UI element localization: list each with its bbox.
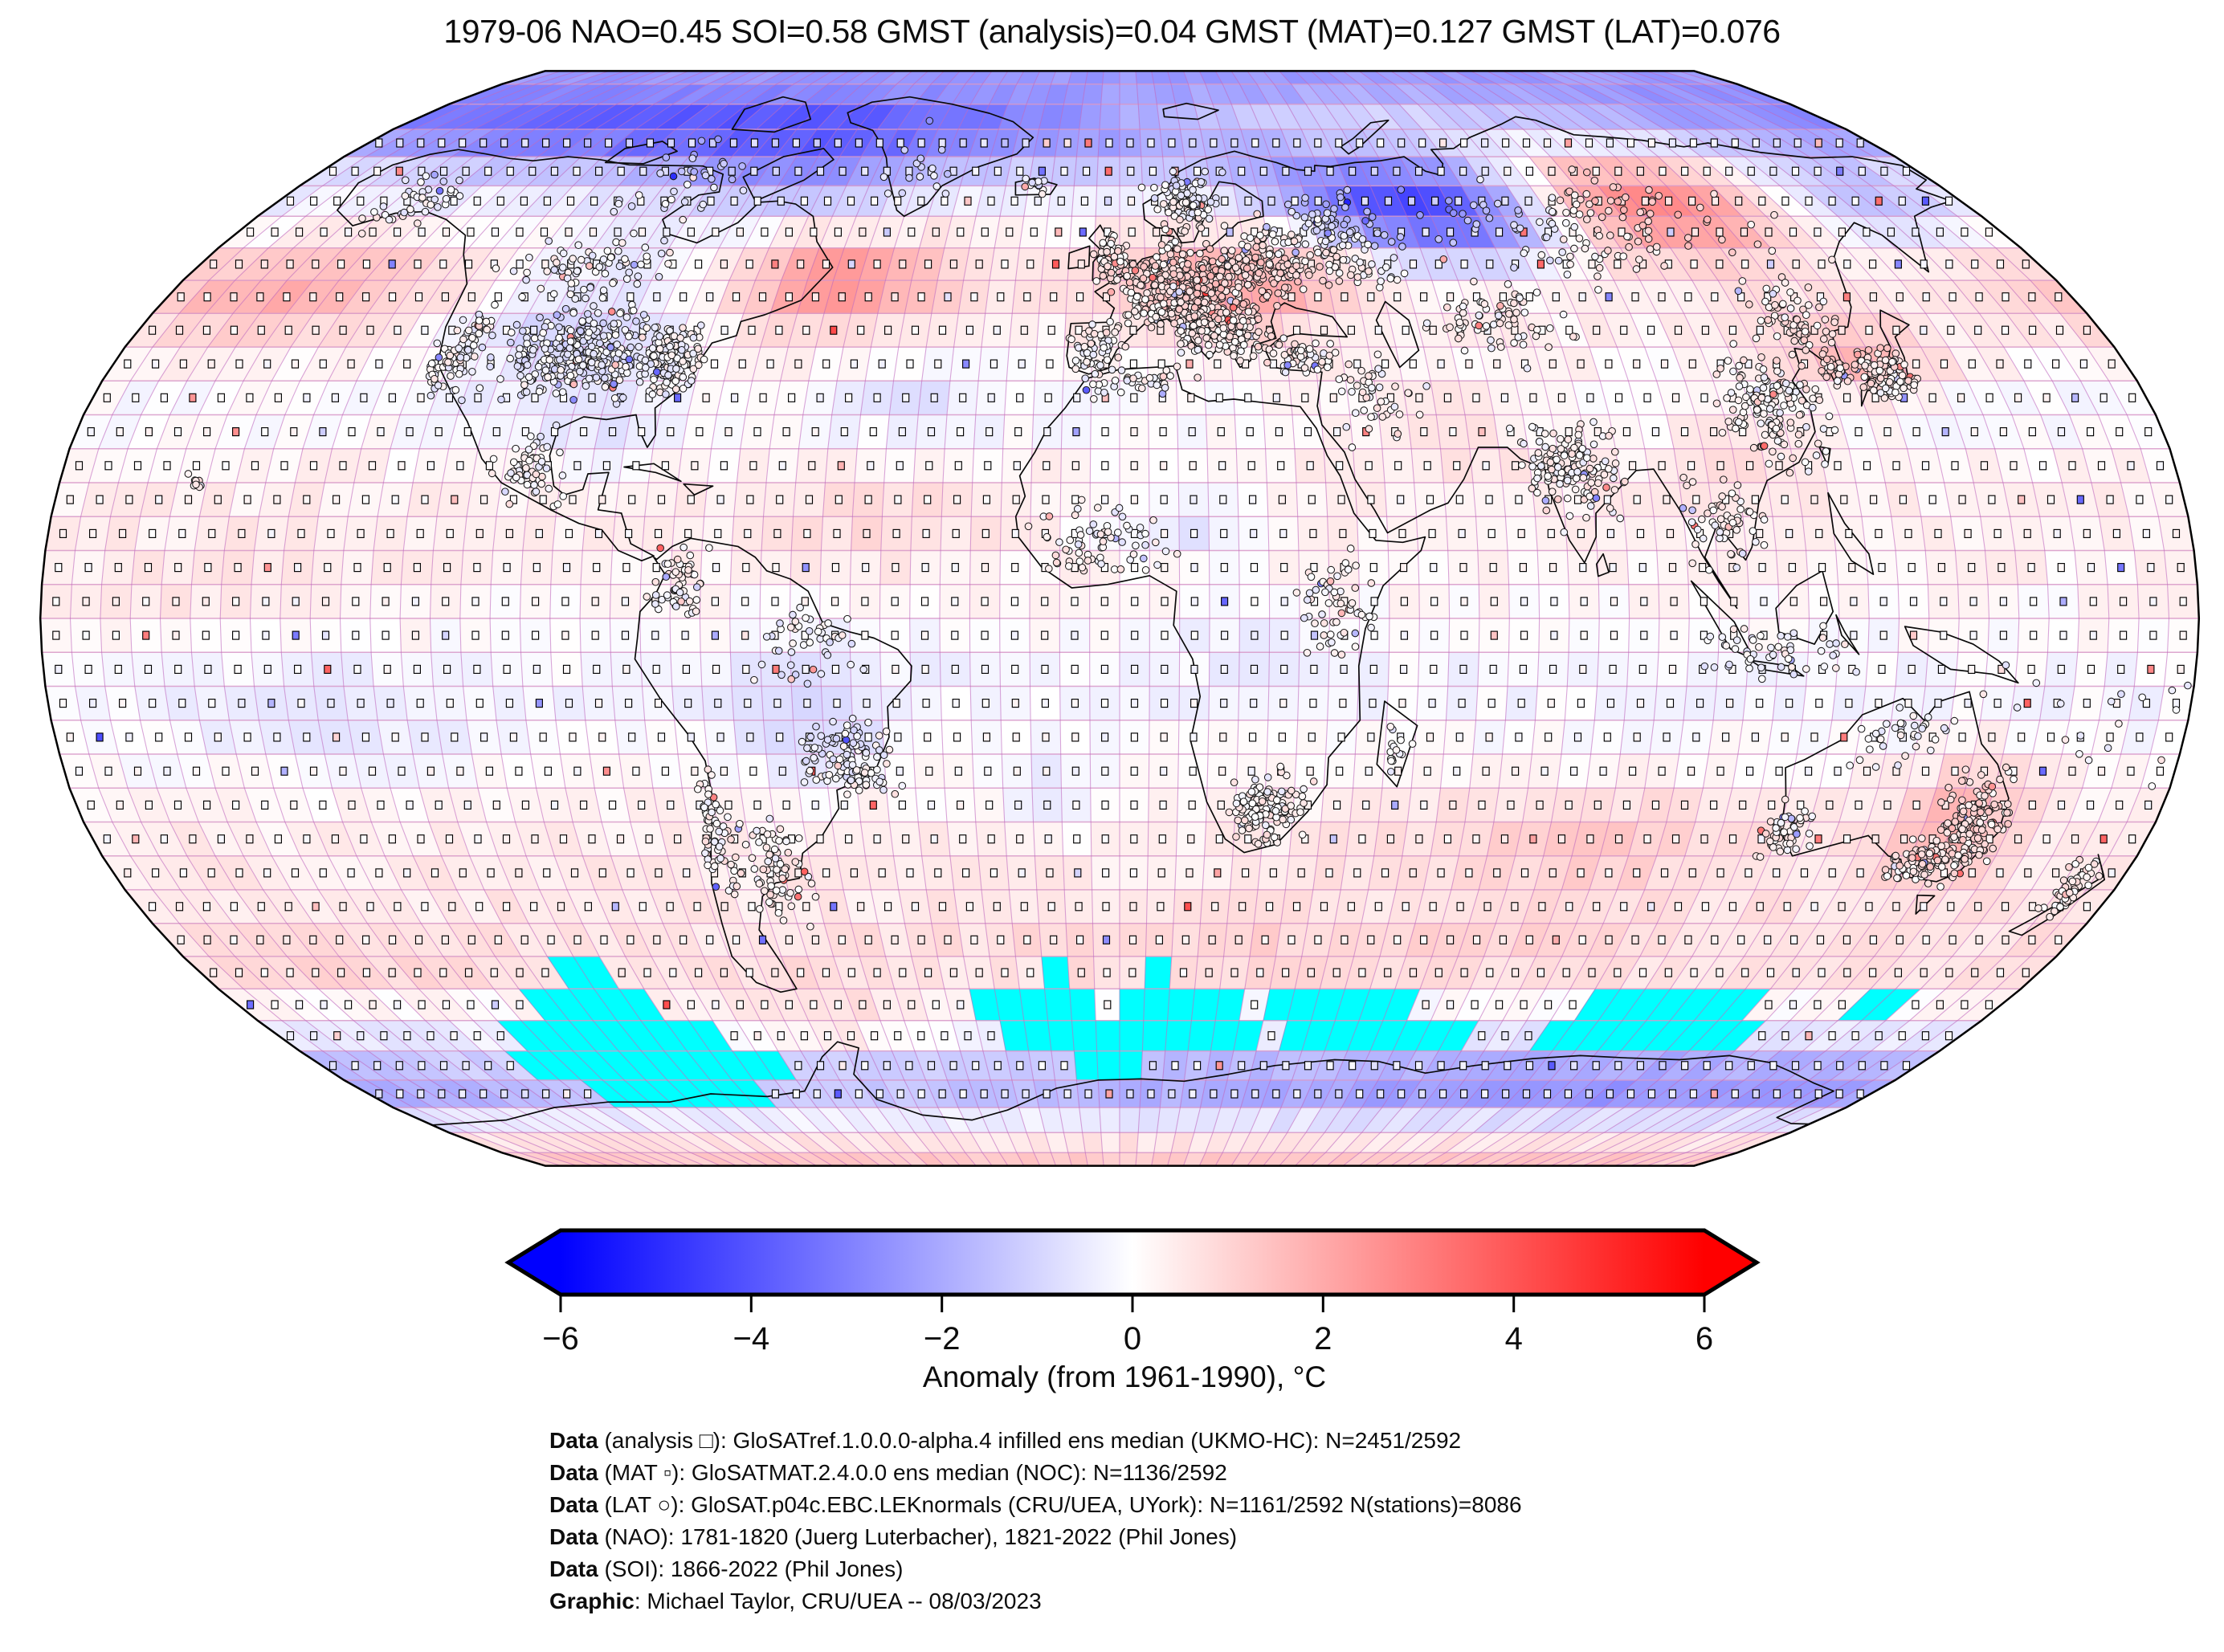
colorbar-tick-label: 0: [1124, 1321, 1141, 1356]
map-outline: [39, 70, 2201, 1167]
footer-line-nao: Data (NAO): 1781-1820 (Juerg Luterbacher…: [549, 1524, 1238, 1549]
colorbar-bar: [504, 1228, 1761, 1297]
footer-line-soi: Data (SOI): 1866-2022 (Phil Jones): [549, 1556, 904, 1581]
colorbar-tick-label: 4: [1505, 1321, 1523, 1356]
colorbar-label: Anomaly (from 1961-1990), °C: [922, 1360, 1327, 1393]
footer-line-graphic: Graphic: Michael Taylor, CRU/UEA -- 08/0…: [549, 1589, 1042, 1613]
colorbar-tick-label: −6: [542, 1321, 579, 1356]
footer-credits: Data (analysis □): GloSATref.1.0.0.0-alp…: [549, 1425, 1522, 1617]
footer-line-mat: Data (MAT ▫): GloSATMAT.2.4.0.0 ens medi…: [549, 1460, 1227, 1485]
colorbar-tick-label: −4: [732, 1321, 769, 1356]
colorbar-tick-label: −2: [924, 1321, 961, 1356]
colorbar-tick-label: 6: [1696, 1321, 1713, 1356]
footer-line-analysis: Data (analysis □): GloSATref.1.0.0.0-alp…: [549, 1428, 1462, 1453]
station-circle-markers: [184, 116, 2192, 931]
colorbar-tick-label: 2: [1314, 1321, 1332, 1356]
colorbar: −6 −4 −2 0 2 4 6: [504, 1228, 1761, 1356]
footer-line-lat: Data (LAT ○): GloSAT.p04c.EBC.LEKnormals…: [549, 1492, 1522, 1517]
page-title: 1979-06 NAO=0.45 SOI=0.58 GMST (analysis…: [443, 13, 1781, 50]
